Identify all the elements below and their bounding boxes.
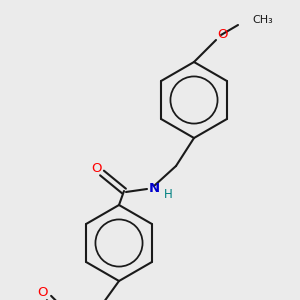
Text: H: H bbox=[164, 188, 172, 200]
Text: CH₃: CH₃ bbox=[252, 15, 273, 25]
Text: O: O bbox=[92, 161, 102, 175]
Text: O: O bbox=[38, 286, 48, 298]
Text: N: N bbox=[148, 182, 160, 194]
Text: O: O bbox=[217, 28, 227, 40]
